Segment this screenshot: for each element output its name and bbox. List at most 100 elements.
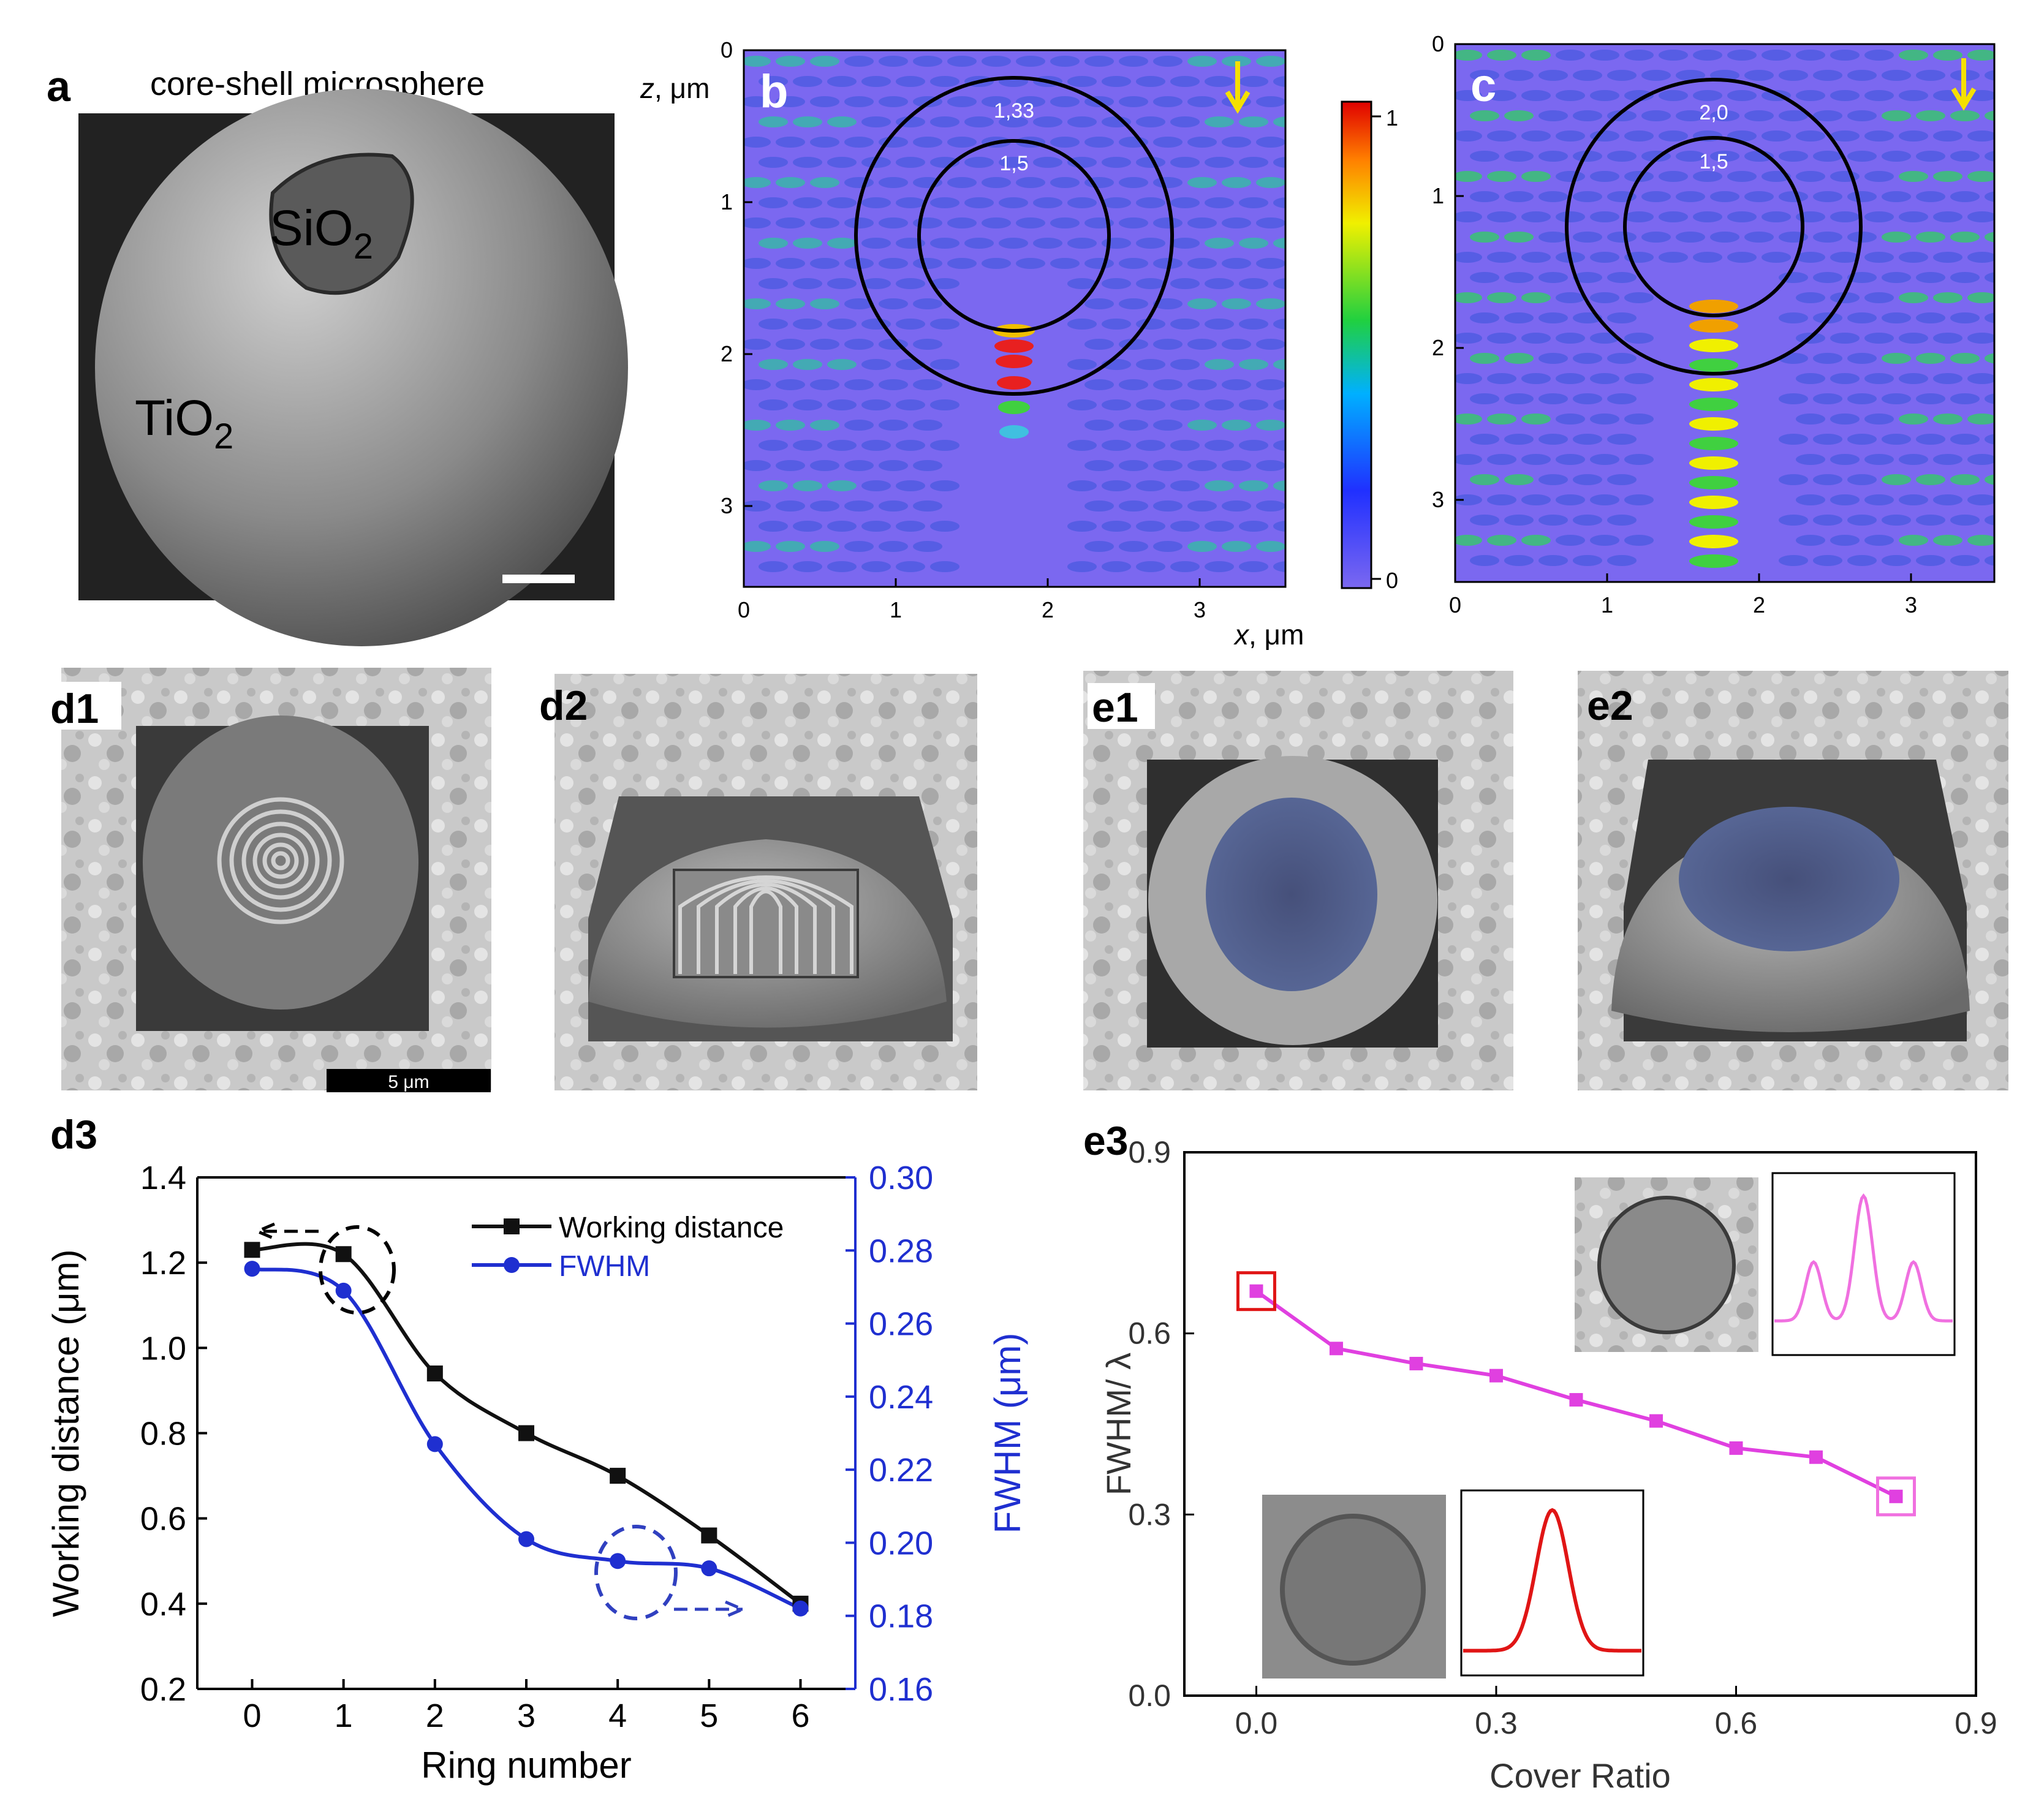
data-point — [1889, 1489, 1903, 1503]
fringe — [1067, 521, 1097, 532]
fringe — [861, 359, 891, 370]
fringe — [1239, 399, 1268, 410]
fringe — [1796, 535, 1825, 546]
fringe — [1102, 278, 1131, 289]
fringe — [827, 319, 857, 330]
fringe — [1556, 494, 1585, 505]
hotspot — [1689, 300, 1738, 313]
hotspot — [996, 355, 1032, 368]
fringe — [1102, 440, 1131, 451]
fringe — [1521, 252, 1551, 263]
fringe — [1624, 535, 1654, 546]
fringe — [1205, 480, 1234, 491]
fringe — [776, 258, 805, 269]
fringe — [1933, 494, 1962, 505]
fringe — [1967, 171, 1994, 182]
fringe — [810, 258, 839, 269]
fresnel-ring — [262, 842, 299, 879]
legend-label-fwhm: FWHM — [559, 1250, 650, 1283]
fringe — [1538, 110, 1568, 121]
fringe — [1487, 535, 1516, 546]
fresnel-ring — [217, 797, 344, 924]
panel-a-letter: a — [47, 62, 71, 110]
fringe — [1170, 359, 1200, 370]
fringe — [930, 319, 959, 330]
fringe — [1847, 353, 1877, 364]
fringe — [1538, 434, 1568, 445]
z-tick-label: 2 — [721, 341, 733, 366]
fringe — [999, 238, 1028, 249]
fringe — [1153, 379, 1183, 390]
fringe — [1521, 494, 1551, 505]
fringe — [744, 96, 771, 107]
fringe — [896, 319, 925, 330]
panel-e2: e2 — [1578, 671, 2008, 1090]
fringe — [1084, 541, 1114, 552]
fringe — [1830, 130, 1860, 142]
fringe — [1864, 171, 1894, 182]
fringe — [913, 379, 942, 390]
data-point — [1489, 1369, 1503, 1383]
fringe — [1813, 232, 1842, 243]
fringe — [1153, 460, 1183, 471]
fringe — [1573, 393, 1602, 404]
d3-annotation-arrow-left — [253, 1222, 319, 1240]
fringe — [1882, 434, 1911, 445]
fringe — [1796, 494, 1825, 505]
fringe — [1119, 217, 1148, 228]
hotspot — [1689, 456, 1738, 470]
fringe — [1710, 232, 1739, 243]
fringe — [1067, 116, 1097, 127]
fringe — [1967, 333, 1994, 344]
fringe — [930, 238, 959, 249]
fringe — [827, 359, 857, 370]
fringe — [1573, 474, 1602, 485]
fringe — [1985, 515, 1994, 526]
fringe — [861, 116, 891, 127]
fringe — [1847, 312, 1877, 323]
fringe — [759, 359, 788, 370]
fringe — [930, 399, 959, 410]
panel-c-letter: c — [1470, 59, 1496, 111]
colorbar: 1 0 — [1341, 100, 1398, 593]
y2-tick-label: 0.26 — [869, 1306, 933, 1343]
fringe — [1119, 420, 1148, 431]
fringe — [896, 278, 925, 289]
z-axis-symbol: z — [640, 72, 654, 104]
panel-b: 1,33 1,5 b 0 1 2 3 0 1 2 3 — [721, 37, 1287, 622]
core-label-sub: 2 — [354, 227, 373, 266]
fringe — [1796, 90, 1825, 101]
d3-annotation-arrow-right — [674, 1600, 747, 1618]
inner-index-b: 1,5 — [999, 152, 1028, 175]
fringe — [879, 177, 908, 188]
fringe — [1796, 413, 1825, 425]
fringe — [1985, 191, 1994, 202]
fringe — [1256, 258, 1285, 269]
cross-section-ring — [715, 883, 817, 974]
hotspot — [1689, 417, 1738, 431]
fringe — [1985, 434, 1994, 445]
fringe — [913, 460, 942, 471]
fringe — [1916, 353, 1945, 364]
fringe — [1187, 460, 1217, 471]
fringe — [1470, 312, 1499, 323]
fringe — [1273, 319, 1285, 330]
fringe — [1693, 171, 1722, 182]
outer-index-b: 1,33 — [994, 99, 1034, 123]
fringe — [1239, 76, 1268, 87]
fringe — [1967, 413, 1994, 425]
fringe — [1779, 191, 1808, 202]
fringe — [1779, 151, 1808, 162]
fringe — [1727, 171, 1757, 182]
fringe — [879, 217, 908, 228]
fringe — [1950, 312, 1980, 323]
z-axis-label: z, μm — [640, 72, 710, 104]
fringe — [1796, 50, 1825, 61]
fringe — [861, 238, 891, 249]
fringe — [1455, 211, 1482, 222]
shell-label-text: TiO — [135, 390, 214, 446]
fringe — [1556, 50, 1585, 61]
fringe — [1170, 278, 1200, 289]
fringe — [1882, 191, 1911, 202]
